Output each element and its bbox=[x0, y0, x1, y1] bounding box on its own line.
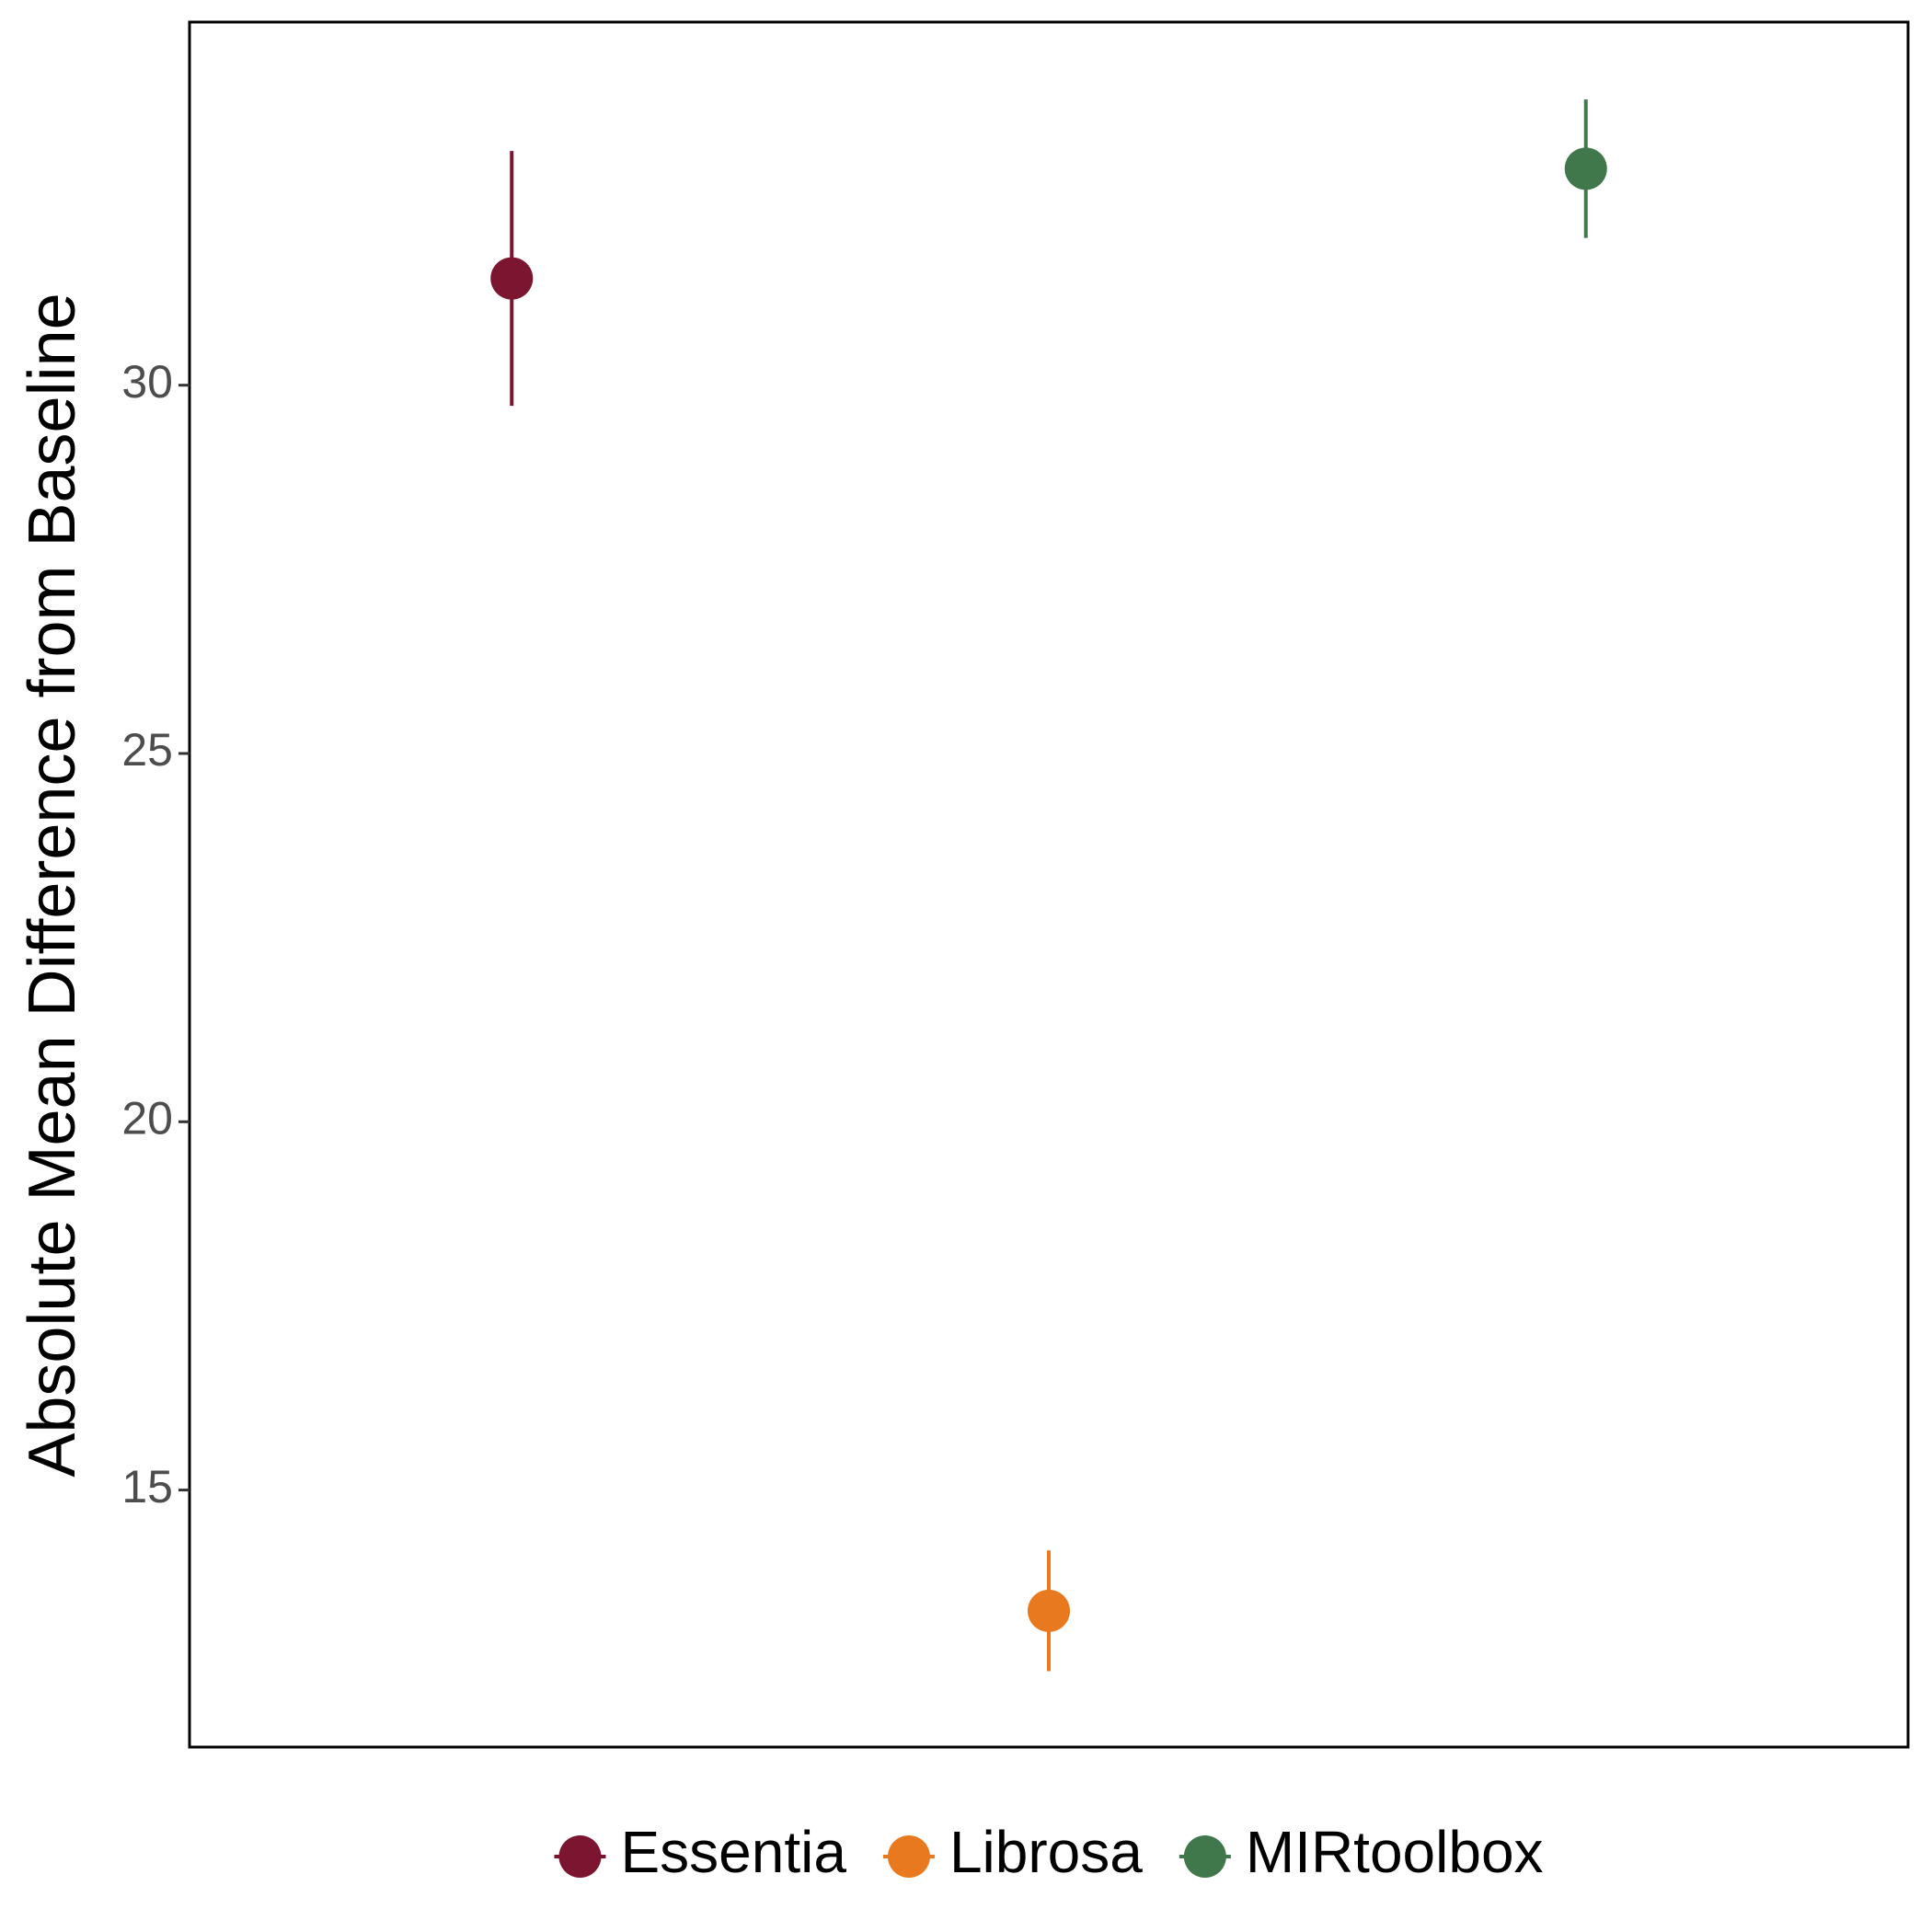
legend-key-point bbox=[558, 1835, 602, 1878]
legend-label: Essentia bbox=[620, 1819, 846, 1885]
y-tick-label: 25 bbox=[121, 724, 173, 776]
legend-key-point bbox=[887, 1835, 930, 1878]
y-tick-label: 30 bbox=[121, 356, 173, 408]
point bbox=[490, 257, 534, 300]
plot-frame bbox=[188, 20, 1910, 1749]
point bbox=[1564, 147, 1607, 190]
point bbox=[1028, 1589, 1070, 1632]
legend-label: Librosa bbox=[949, 1819, 1143, 1885]
legend-label: MIRtoolbox bbox=[1246, 1819, 1544, 1885]
legend-key-point bbox=[1183, 1835, 1226, 1878]
y-tick-label: 15 bbox=[121, 1461, 173, 1512]
y-tick-label: 20 bbox=[121, 1092, 173, 1144]
y-axis-label: Absolute Mean Difference from Baseline bbox=[16, 293, 89, 1477]
